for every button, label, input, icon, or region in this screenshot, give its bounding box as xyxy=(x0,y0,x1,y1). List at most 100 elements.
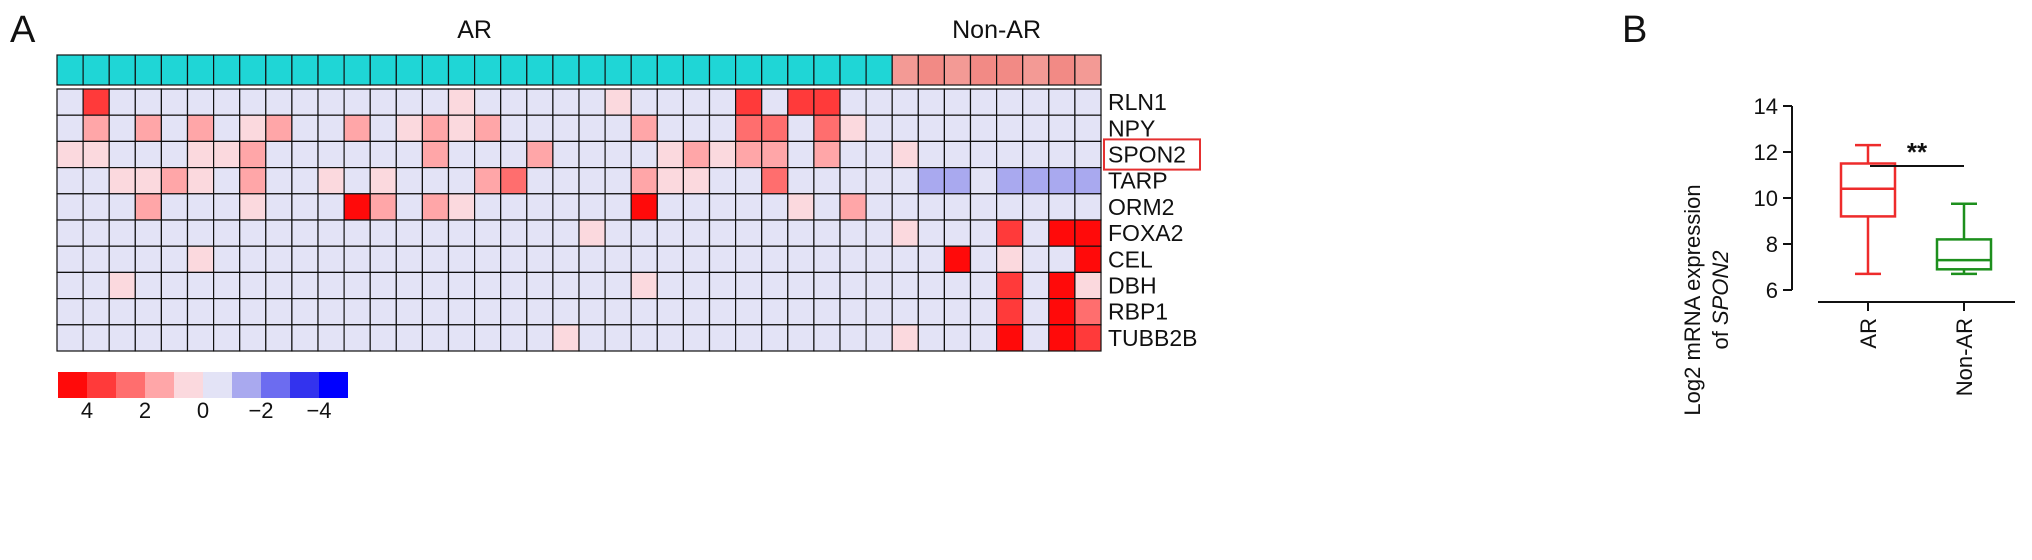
heatmap-cell xyxy=(552,193,580,221)
heatmap-cell xyxy=(526,324,554,352)
heatmap-cell xyxy=(239,193,267,221)
heatmap-cell xyxy=(865,219,893,247)
heatmap-cell xyxy=(656,219,684,247)
heatmap-cell xyxy=(500,245,528,273)
heatmap-cell xyxy=(421,193,450,221)
heatmap-cell xyxy=(291,245,319,273)
group-bar-cell xyxy=(265,54,293,86)
heatmap-cell xyxy=(186,193,215,221)
heatmap-cell xyxy=(630,114,658,142)
group-bar-cell xyxy=(421,54,450,86)
heatmap-cell xyxy=(447,167,476,195)
heatmap-cell xyxy=(969,114,998,142)
heatmap-cell xyxy=(761,245,789,273)
heatmap-cell xyxy=(995,88,1024,116)
heatmap-cell xyxy=(917,271,945,300)
heatmap-cell xyxy=(682,167,711,195)
heatmap-cell xyxy=(787,245,815,273)
heatmap-cell xyxy=(395,167,423,195)
heatmap-cell xyxy=(1048,193,1076,221)
heatmap-cell xyxy=(395,140,423,169)
heatmap-cell xyxy=(239,271,267,300)
heatmap-cell xyxy=(891,271,919,300)
heatmap-cell xyxy=(917,167,945,195)
heatmap-cell xyxy=(134,324,163,352)
legend-tick-label: 4 xyxy=(81,398,93,423)
heatmap-cell xyxy=(734,271,763,300)
heatmap-cell xyxy=(447,271,476,300)
group-bar-cell xyxy=(734,54,763,86)
heatmap-cell xyxy=(343,219,371,247)
legend-swatch xyxy=(116,372,145,398)
heatmap-cell xyxy=(213,324,241,352)
x-axis-labels: AR Non-AR xyxy=(1856,302,1977,396)
heatmap-cell xyxy=(943,219,972,247)
heatmap-cell xyxy=(265,298,293,326)
heatmap-cell xyxy=(682,140,711,169)
heatmap-cell xyxy=(734,298,763,326)
heatmap-cell xyxy=(995,324,1024,352)
gene-highlight-box xyxy=(1103,138,1201,171)
heatmap-cell xyxy=(630,298,658,326)
legend-swatch xyxy=(87,372,116,398)
heatmap-cell xyxy=(474,245,502,273)
heatmap-cell xyxy=(787,114,815,142)
heatmap-cell xyxy=(682,88,711,116)
heatmap-cell xyxy=(474,140,502,169)
heatmap-cell xyxy=(813,298,841,326)
heatmap-cell xyxy=(865,298,893,326)
group-bar-cell xyxy=(447,54,476,86)
heatmap-cell xyxy=(761,140,789,169)
heatmap-cell xyxy=(56,324,84,352)
gene-label-rbp1: RBP1 xyxy=(1108,299,1168,325)
heatmap: AR Non-AR RLN1NPYSPON2TARPORM2FOXA2CELDBH… xyxy=(56,16,1201,352)
heatmap-cell xyxy=(708,114,737,142)
heatmap-cell xyxy=(526,114,554,142)
heatmap-cell xyxy=(369,114,397,142)
group-bar-cell xyxy=(343,54,371,86)
y-axis-label-prefix: of xyxy=(1708,325,1733,349)
heatmap-cell xyxy=(656,298,684,326)
heatmap-cell xyxy=(160,324,189,352)
gene-label-tarp: TARP xyxy=(1108,168,1168,194)
heatmap-cell xyxy=(186,88,215,116)
heatmap-cell xyxy=(969,167,998,195)
heatmap-cell xyxy=(317,271,345,300)
heatmap-cell xyxy=(1074,298,1102,326)
heatmap-cell xyxy=(761,324,789,352)
heatmap-cell xyxy=(891,140,919,169)
heatmap-cell xyxy=(82,245,110,273)
heatmap-cell xyxy=(265,245,293,273)
heatmap-cell xyxy=(474,167,502,195)
heatmap-cell xyxy=(447,88,476,116)
heatmap-cell xyxy=(369,219,397,247)
heatmap-cell xyxy=(708,88,737,116)
heatmap-cell xyxy=(552,114,580,142)
heatmap-cell xyxy=(239,219,267,247)
heatmap-cell xyxy=(1074,193,1102,221)
heatmap-cell xyxy=(578,167,606,195)
heatmap-cell xyxy=(891,167,919,195)
heatmap-cell xyxy=(839,298,867,326)
heatmap-cell xyxy=(839,219,867,247)
heatmap-cell xyxy=(604,88,632,116)
heatmap-cell xyxy=(134,298,163,326)
heatmap-cell xyxy=(969,298,998,326)
heatmap-cell xyxy=(787,167,815,195)
heatmap-cell xyxy=(1074,219,1102,247)
color-scale-legend: 4 2 0 −2 −4 xyxy=(58,372,348,423)
heatmap-cell xyxy=(108,245,136,273)
heatmap-cell xyxy=(160,193,189,221)
heatmap-cell xyxy=(343,324,371,352)
group-bar-cell xyxy=(1022,54,1050,86)
heatmap-cell xyxy=(787,219,815,247)
heatmap-cell xyxy=(265,167,293,195)
heatmap-cell xyxy=(213,167,241,195)
gene-label-cel: CEL xyxy=(1108,246,1153,272)
heatmap-cell xyxy=(682,219,711,247)
heatmap-cell xyxy=(343,298,371,326)
heatmap-cell xyxy=(239,114,267,142)
heatmap-cell xyxy=(213,298,241,326)
heatmap-cell xyxy=(813,140,841,169)
heatmap-cell xyxy=(813,167,841,195)
